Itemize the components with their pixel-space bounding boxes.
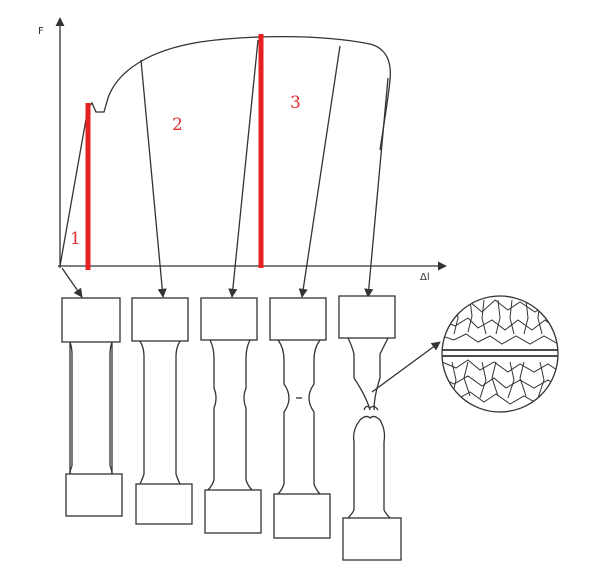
x-axis-label: Δl (420, 272, 430, 283)
specimen-stage-2 (131, 297, 193, 525)
region-3-label: 3 (290, 93, 301, 113)
specimen-stage-5 (338, 295, 402, 561)
specimen-stage-3 (200, 297, 262, 534)
specimen-stage-4 (269, 297, 331, 539)
y-axis-label: F (38, 26, 44, 37)
inset-pointer (371, 341, 441, 393)
red-markers (85, 34, 264, 270)
grain-structure-inset (441, 295, 559, 413)
region-1-label: 1 (70, 229, 81, 249)
specimen-stage-1 (61, 297, 123, 517)
region-2-label: 2 (172, 115, 183, 135)
axes: F Δl (38, 17, 447, 283)
force-elongation-curve (59, 35, 391, 267)
stage-arrows (61, 39, 389, 298)
